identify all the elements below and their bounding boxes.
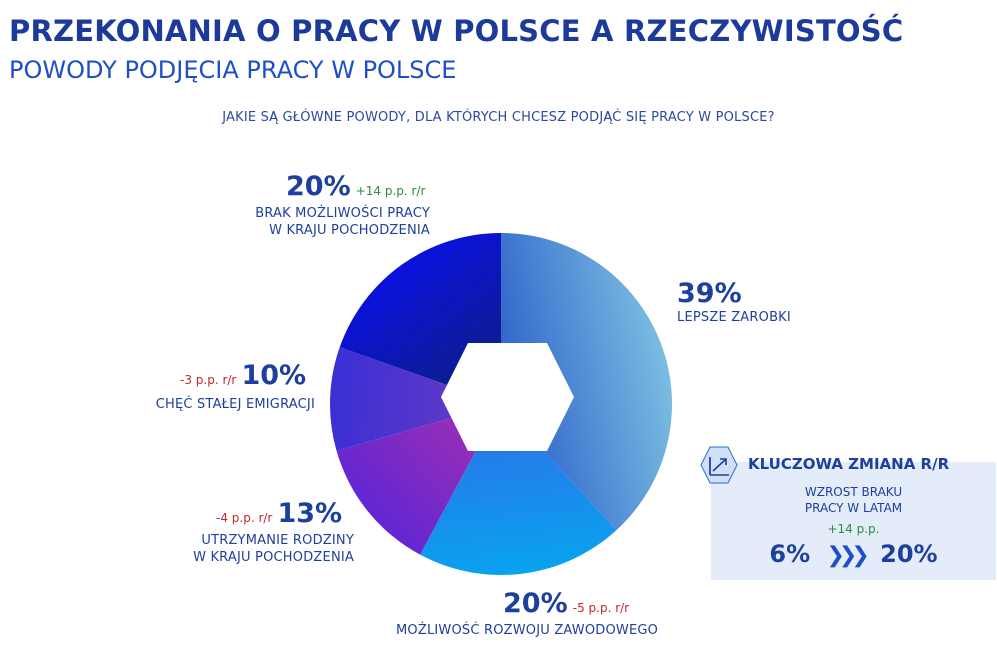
slice-label-1: 20% -5 p.p. r/r — [503, 588, 629, 619]
pie-slice-3 — [330, 347, 501, 451]
key-change-heading: KLUCZOWA ZMIANA R/R — [748, 455, 950, 473]
slice-desc-3: CHĘĆ STAŁEJ EMIGRACJI — [155, 397, 315, 412]
pie-slice-0 — [501, 233, 672, 531]
slice-change-2: -4 p.p. r/r — [216, 511, 273, 525]
slice-label-4: 20% +14 p.p. r/r — [286, 171, 425, 202]
slice-desc-4-line-2: W KRAJU POCHODZENIA — [269, 223, 430, 238]
key-change-delta: +14 p.p. — [827, 522, 880, 536]
slice-value-3: 10% — [241, 360, 307, 391]
slice-label-2: -4 p.p. r/r 13% — [216, 498, 342, 529]
key-change-panel — [711, 462, 996, 580]
trend-up-icon — [700, 446, 738, 484]
key-change-text-line-1: WZROST BRAKU — [804, 485, 903, 499]
pie-center-hexagon — [441, 343, 574, 451]
pie-slice-2 — [336, 404, 501, 555]
slice-desc-0: LEPSZE ZAROBKI — [677, 310, 791, 325]
slice-change-1: -5 p.p. r/r — [572, 601, 630, 615]
slice-desc-2-line-1: UTRZYMANIE RODZINY — [201, 533, 354, 548]
chevrons-right-icon: ❯❯❯ — [826, 543, 869, 568]
page-title: PRZEKONANIA O PRACY W POLSCE A RZECZYWIS… — [9, 14, 904, 48]
survey-question: JAKIE SĄ GŁÓWNE POWODY, DLA KTÓRYCH CHCE… — [222, 110, 775, 125]
pie-slice-1 — [420, 404, 617, 575]
slice-value-0: 39% — [677, 278, 742, 309]
key-change-text-line-2: PRACY W LATAM — [804, 501, 903, 515]
key-change-to: 20% — [880, 540, 938, 568]
slice-desc-4-line-1: BRAK MOŻLIWOŚCI PRACY — [255, 206, 430, 221]
key-change-values: 6% ❯❯❯ 20% — [711, 540, 996, 568]
slice-label-3: -3 p.p. r/r 10% — [180, 360, 306, 391]
slice-desc-1: MOŻLIWOŚĆ ROZWOJU ZAWODOWEGO — [396, 623, 659, 638]
slice-value-1: 20% — [503, 588, 568, 619]
slice-desc-2-line-2: W KRAJU POCHODZENIA — [193, 550, 354, 565]
slice-label-0: 39% LEPSZE ZAROBKI — [677, 278, 791, 326]
slice-change-3: -3 p.p. r/r — [180, 373, 237, 387]
slice-desc-4: BRAK MOŻLIWOŚCI PRACY W KRAJU POCHODZENI… — [255, 205, 430, 239]
slice-change-4: +14 p.p. r/r — [355, 184, 426, 198]
key-change-from: 6% — [769, 540, 811, 568]
slice-desc-2: UTRZYMANIE RODZINY W KRAJU POCHODZENIA — [193, 532, 354, 566]
key-change-text: WZROST BRAKU PRACY W LATAM — [711, 484, 996, 516]
slice-value-2: 13% — [277, 498, 343, 529]
slice-value-4: 20% — [286, 171, 351, 202]
page-subtitle: POWODY PODJĘCIA PRACY W POLSCE — [9, 56, 457, 84]
